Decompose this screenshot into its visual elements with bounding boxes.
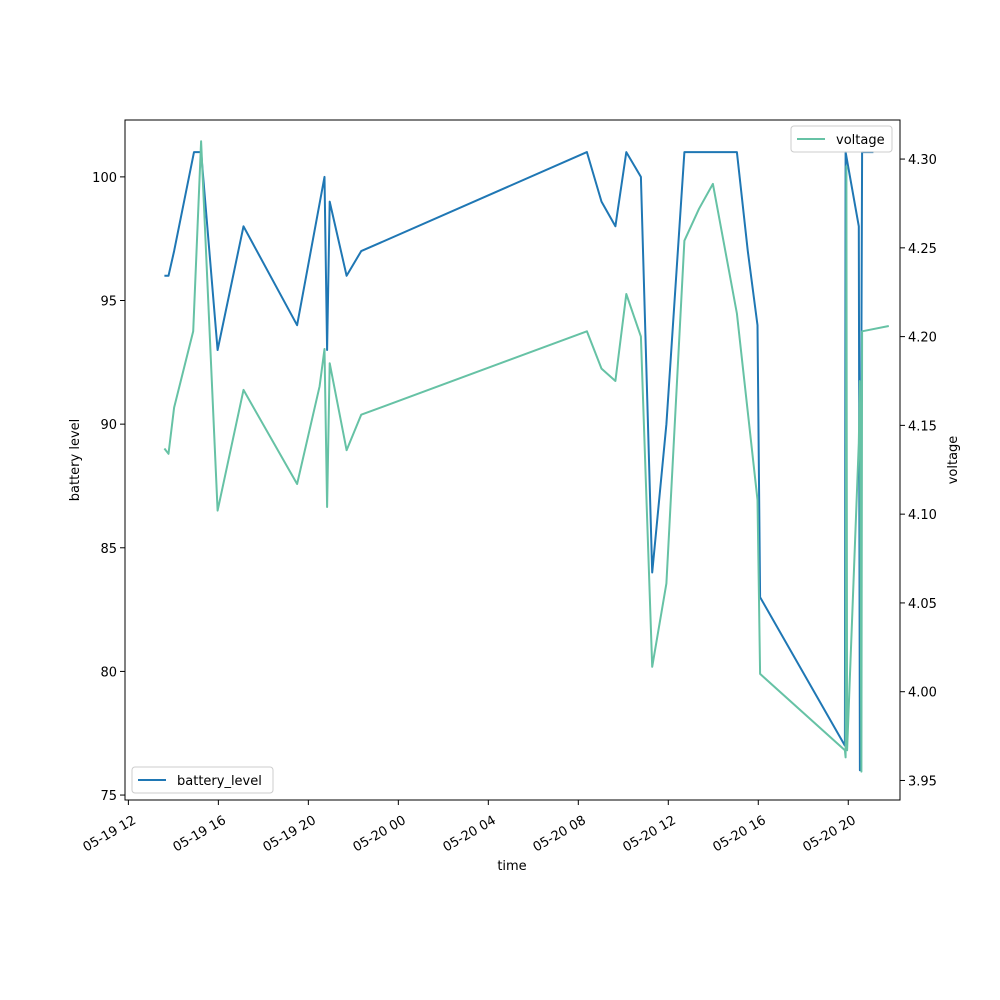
- y-right-tick-label: 4.00: [908, 686, 937, 701]
- legend-battery-level-frame: [131, 766, 274, 794]
- y-right-axis-label: voltage: [946, 436, 961, 485]
- y-left-tick-label: 90: [100, 418, 117, 433]
- y-left-tick-label: 75: [100, 789, 117, 804]
- y-right-tick-label: 3.95: [908, 774, 937, 789]
- legend-voltage-frame: [790, 125, 893, 153]
- legend-voltage: voltage: [790, 125, 893, 153]
- y-left-tick-label: 100: [92, 171, 117, 186]
- y-left-tick-label: 80: [100, 665, 117, 680]
- y-axis-left: 75 80 85 90 95 100: [92, 171, 125, 804]
- y-axis-right: 3.95 4.00 4.05 4.10 4.15 4.20 4.25 4.30: [900, 153, 937, 789]
- y-right-tick-label: 4.30: [908, 153, 937, 168]
- series-layer: [163, 140, 889, 773]
- legend-voltage-text: voltage: [836, 133, 885, 148]
- x-axis-label: time: [497, 859, 526, 874]
- y-right-tick-label: 4.10: [908, 508, 937, 523]
- series-line-voltage: [163, 140, 889, 773]
- y-right-tick-label: 4.25: [908, 242, 937, 257]
- y-left-tick-label: 85: [100, 542, 117, 557]
- legend-battery-level-text: battery_level: [177, 774, 262, 789]
- y-right-tick-label: 4.05: [908, 597, 937, 612]
- y-left-axis-label: battery level: [68, 419, 83, 502]
- y-right-tick-label: 4.15: [908, 419, 937, 434]
- y-left-tick-label: 95: [100, 295, 117, 310]
- legend-battery-level: battery_level: [131, 766, 274, 794]
- plot-frame: [124, 119, 901, 801]
- y-right-tick-label: 4.20: [908, 331, 937, 346]
